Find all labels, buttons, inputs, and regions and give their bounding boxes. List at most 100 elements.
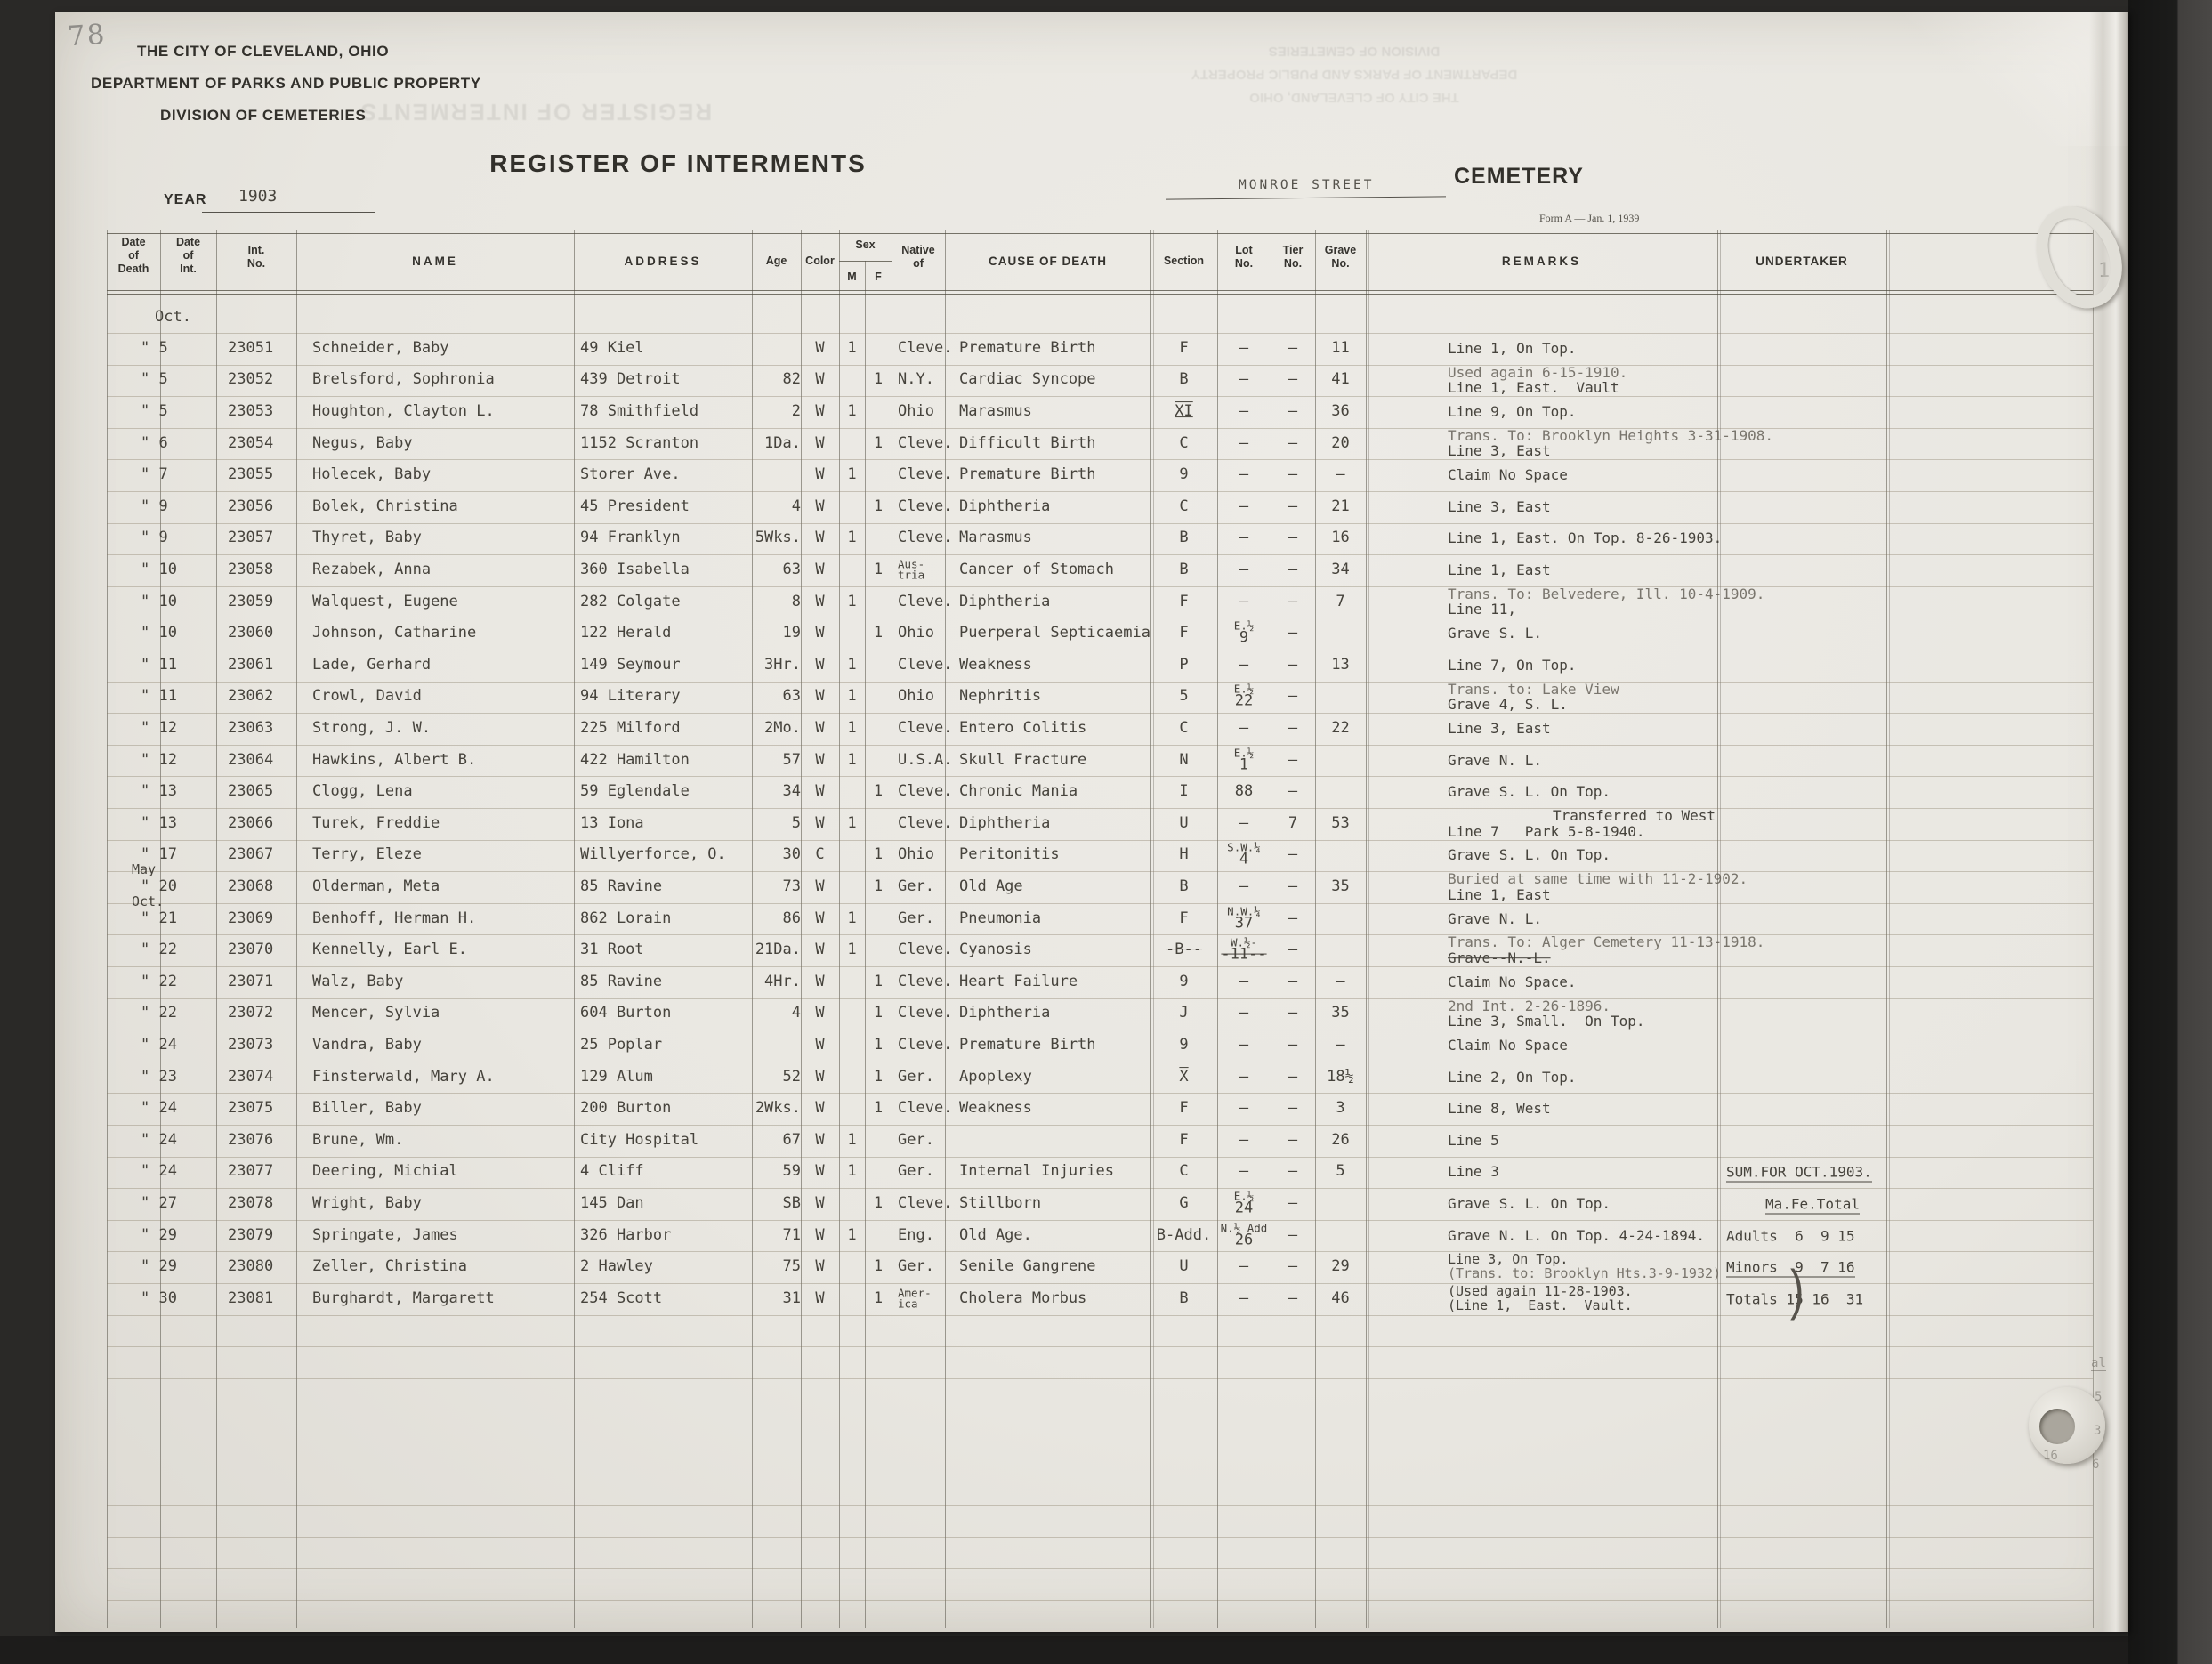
cell-color: W xyxy=(815,909,825,927)
cell-sec: F xyxy=(1179,909,1189,927)
cell-lot: – xyxy=(1239,370,1249,389)
col-section: Section xyxy=(1163,254,1205,267)
cell-f: 1 xyxy=(873,1036,884,1054)
cell-remarks: Line 1, East. On Top. 8-26-1903. xyxy=(1448,529,1723,547)
col-sex: Sex xyxy=(855,238,876,251)
cell-no: 23068 xyxy=(228,877,274,896)
cell-grave: 53 xyxy=(1331,813,1350,832)
cell-lot: – xyxy=(1239,1099,1249,1118)
cell-tier: – xyxy=(1288,1099,1298,1118)
cell-int: " 9 xyxy=(141,529,168,547)
ledger-row: " 30 23081 Burghardt, Margarett 254 Scott 31… xyxy=(107,1283,2093,1315)
cell-sec: N xyxy=(1179,750,1189,769)
cell-remarks: Used again 6-15-1910. Line 1, East. Vault xyxy=(1448,363,1628,397)
cell-name: Walquest, Eugene xyxy=(312,592,458,610)
cell-name: Johnson, Catharine xyxy=(312,624,477,642)
cell-cause: Cardiac Syncope xyxy=(959,370,1096,389)
cell-sec: C xyxy=(1179,719,1189,738)
ledger-row: " 13 23066 Turek, Freddie 13 Iona 5 W 1 Cleve. D… xyxy=(107,808,2093,840)
cell-nat: Amer- ica xyxy=(898,1286,932,1311)
cell-grave: – xyxy=(1336,1036,1345,1054)
cell-int: " 9 xyxy=(141,497,168,515)
rule-line xyxy=(107,839,2093,841)
cell-color: W xyxy=(815,1004,825,1022)
cell-no: 23070 xyxy=(228,941,274,959)
column-line xyxy=(296,230,297,1628)
col-cause-of-death: CAUSE OF DEATH xyxy=(988,254,1107,268)
rule-line xyxy=(107,586,2093,587)
cell-cause: Weakness xyxy=(959,1099,1032,1118)
cell-remarks: Line 3 xyxy=(1448,1163,1499,1181)
cell-lot: – xyxy=(1239,972,1249,990)
cell-remarks: Claim No Space xyxy=(1448,1037,1568,1054)
year-label: YEAR xyxy=(164,192,207,207)
ledger-row: " 29 23079 Springate, James 326 Harbor 71 W 1 E… xyxy=(107,1220,2093,1252)
cell-age: 57 xyxy=(782,750,801,769)
cell-int: " 22 xyxy=(141,1004,177,1022)
cell-cause: Diphtheria xyxy=(959,1004,1051,1022)
cell-grave: 22 xyxy=(1331,719,1350,738)
cell-sec: 9 xyxy=(1179,972,1189,990)
cell-addr: 439 Detroit xyxy=(580,370,681,389)
cell-nat: Ohio xyxy=(898,402,934,421)
cell-remarks: Line 3, East xyxy=(1448,498,1551,516)
cell-lot: N.½ Add 26 xyxy=(1220,1221,1268,1249)
cell-lot: N.W.¼ 37 xyxy=(1227,904,1261,933)
cell-remarks: Transferred to West Line 7 Park 5-8-1940. xyxy=(1448,807,1716,840)
cell-cause: Internal Injuries xyxy=(959,1162,1114,1181)
cell-color: W xyxy=(815,1130,825,1149)
cell-lot: – xyxy=(1239,561,1249,579)
cell-age: 75 xyxy=(782,1257,801,1276)
cell-no: 23062 xyxy=(228,687,274,706)
cell-tier: – xyxy=(1288,941,1298,959)
cell-name: Biller, Baby xyxy=(312,1099,422,1118)
cell-addr: 13 Iona xyxy=(580,813,644,832)
cell-grave: 36 xyxy=(1331,402,1350,421)
col-date-of-death: Date of Death xyxy=(117,236,149,275)
cell-f: 1 xyxy=(873,433,884,452)
cell-color: W xyxy=(815,370,825,389)
cell-lot: – xyxy=(1239,877,1249,896)
ghost-fragment: 3 xyxy=(2094,1424,2102,1438)
cell-int: " 10 xyxy=(141,592,177,610)
cell-addr: 4 Cliff xyxy=(580,1162,644,1181)
cell-color: W xyxy=(815,561,825,579)
cell-cause: Peritonitis xyxy=(959,845,1060,864)
cell-nat: Cleve. xyxy=(898,1194,953,1213)
cell-color: W xyxy=(815,1194,825,1213)
cell-name: Zeller, Christina xyxy=(312,1257,467,1276)
cell-name: Olderman, Meta xyxy=(312,877,440,896)
column-line xyxy=(1153,230,1154,1628)
cell-cause: Marasmus xyxy=(959,529,1032,547)
cell-remarks: Line 8, West xyxy=(1448,1100,1551,1118)
ledger-row: " 11 23062 Crowl, David 94 Literary 63 W 1 Ohio… xyxy=(107,682,2093,714)
cell-sec: B xyxy=(1179,877,1189,896)
cell-int: " 24 xyxy=(141,1099,177,1118)
page-title: REGISTER OF INTERMENTS xyxy=(489,149,867,177)
cell-cause: Premature Birth xyxy=(959,465,1096,484)
cell-nat: Cleve. xyxy=(898,1099,953,1118)
rule-line xyxy=(107,1346,2093,1348)
cell-name: Thyret, Baby xyxy=(312,529,422,547)
cell-nat: Cleve. xyxy=(898,972,953,990)
cell-nat: Cleve. xyxy=(898,1004,953,1022)
cell-nat: Cleve. xyxy=(898,592,953,610)
cell-name: Finsterwald, Mary A. xyxy=(312,1067,495,1086)
cell-remarks: Grave N. L. xyxy=(1448,909,1542,927)
cell-int: " 20 xyxy=(141,877,177,896)
cell-sec: C xyxy=(1179,497,1189,515)
cell-sec: I xyxy=(1179,782,1189,801)
cell-remarks: Grave N. L. xyxy=(1448,751,1542,769)
cell-tier: – xyxy=(1288,1162,1298,1181)
cell-sec: B xyxy=(1179,1288,1189,1307)
cell-m: 1 xyxy=(847,687,857,706)
cell-m: 1 xyxy=(847,592,857,610)
cell-age: 31 xyxy=(782,1288,801,1307)
org-line-1: THE CITY OF CLEVELAND, OHIO xyxy=(137,43,390,60)
cell-remarks: Grave S. L. xyxy=(1448,625,1542,642)
cell-remarks: Line 3, On Top. (Trans. to: Brooklyn Hts.… xyxy=(1448,1251,1722,1282)
book-binding-right xyxy=(2128,0,2212,1664)
cell-name: Crowl, David xyxy=(312,687,422,706)
cell-nat: Aus- tria xyxy=(898,557,925,582)
cell-lot: – xyxy=(1239,433,1249,452)
